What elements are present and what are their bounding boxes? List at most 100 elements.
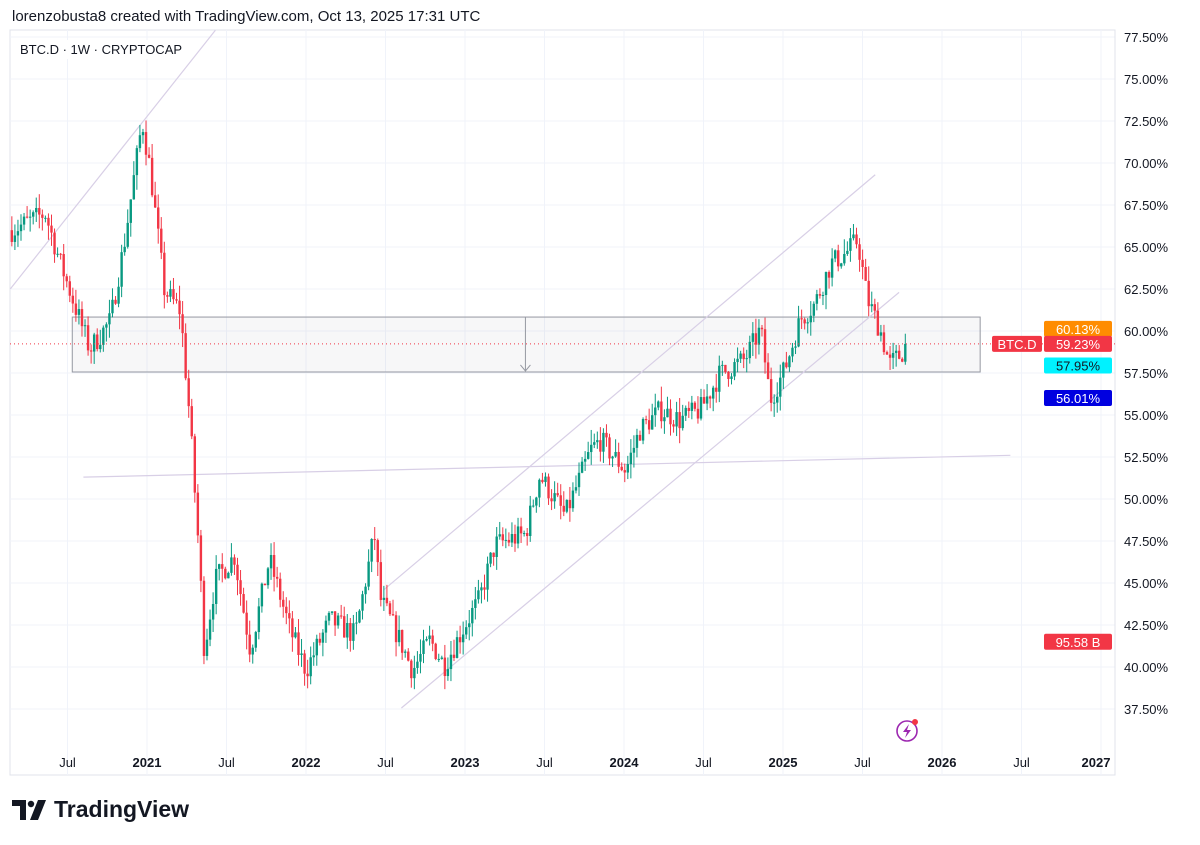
candle bbox=[373, 539, 376, 541]
candle bbox=[163, 252, 166, 296]
candle bbox=[693, 402, 697, 409]
price-tag-value: 95.58 B bbox=[1056, 635, 1101, 650]
candle bbox=[480, 587, 483, 591]
candle bbox=[62, 254, 65, 277]
candle bbox=[568, 499, 572, 509]
candle bbox=[708, 396, 712, 399]
candle bbox=[776, 396, 779, 403]
price-tag bbox=[1044, 320, 1112, 337]
candle bbox=[477, 590, 480, 600]
price-tag bbox=[1044, 390, 1112, 407]
candle bbox=[105, 324, 108, 328]
candle bbox=[818, 294, 822, 296]
candle bbox=[748, 341, 751, 359]
y-tick-label: 70.00% bbox=[1124, 156, 1169, 171]
candle bbox=[757, 327, 761, 345]
candle bbox=[157, 207, 160, 229]
candle bbox=[187, 378, 190, 407]
candle bbox=[410, 660, 413, 679]
candle bbox=[846, 250, 849, 254]
candle bbox=[83, 325, 87, 327]
candle bbox=[833, 250, 837, 259]
candle bbox=[830, 258, 834, 278]
candle bbox=[760, 327, 764, 330]
y-tick-label: 42.50% bbox=[1124, 618, 1169, 633]
candle bbox=[135, 148, 139, 176]
candle bbox=[687, 407, 690, 411]
candle bbox=[74, 303, 78, 315]
candle bbox=[782, 362, 785, 378]
candle bbox=[806, 322, 809, 324]
x-tick-label: Jul bbox=[59, 755, 76, 770]
y-tick-label: 75.00% bbox=[1124, 72, 1169, 87]
candle bbox=[468, 623, 471, 628]
candle bbox=[266, 568, 270, 586]
candle bbox=[257, 606, 261, 633]
candle bbox=[766, 362, 770, 380]
candle bbox=[556, 493, 559, 496]
candle bbox=[65, 276, 68, 282]
candle bbox=[638, 434, 642, 441]
price-tag bbox=[1044, 633, 1112, 650]
candle bbox=[294, 632, 297, 638]
candle bbox=[894, 350, 898, 353]
candle bbox=[635, 434, 639, 448]
candle bbox=[614, 451, 617, 457]
candle bbox=[550, 498, 553, 502]
candle bbox=[599, 440, 602, 452]
price-chart[interactable]: 77.50% 75.00% 72.50% 70.00% 67.50% 65.00% 62.5… bbox=[0, 0, 1200, 790]
candle bbox=[632, 447, 636, 453]
trend-line-early-trend bbox=[9, 29, 216, 290]
candle bbox=[684, 407, 687, 416]
candle bbox=[474, 599, 477, 608]
candle bbox=[583, 458, 587, 462]
candle bbox=[486, 563, 489, 590]
candle bbox=[663, 417, 666, 422]
candle bbox=[519, 526, 523, 534]
candle bbox=[422, 640, 425, 654]
candle bbox=[879, 332, 883, 336]
candle bbox=[629, 452, 633, 465]
candle bbox=[44, 217, 47, 219]
trend-line-channel-lower bbox=[401, 291, 900, 709]
candle bbox=[10, 230, 14, 242]
candle bbox=[464, 627, 468, 635]
tradingview-logo[interactable]: TradingView bbox=[12, 796, 189, 823]
plot-frame bbox=[9, 29, 1116, 776]
candle bbox=[821, 295, 825, 297]
candle bbox=[724, 364, 727, 372]
lightning-icon[interactable] bbox=[896, 719, 918, 742]
candle bbox=[824, 272, 828, 296]
candle bbox=[800, 318, 803, 320]
candle bbox=[47, 217, 50, 226]
candle bbox=[123, 246, 126, 253]
candle bbox=[901, 358, 904, 362]
candle bbox=[455, 637, 459, 658]
candle bbox=[885, 352, 889, 355]
candle bbox=[138, 135, 142, 149]
candle bbox=[657, 401, 660, 408]
candle bbox=[248, 634, 251, 655]
x-tick-label: Jul bbox=[536, 755, 553, 770]
symbol-tag bbox=[992, 335, 1042, 352]
candle bbox=[333, 611, 337, 626]
y-tick-label: 40.00% bbox=[1124, 660, 1169, 675]
candle bbox=[769, 379, 773, 403]
candle bbox=[504, 539, 508, 541]
x-tick-label: 2023 bbox=[451, 755, 480, 770]
x-tick-label: Jul bbox=[854, 755, 871, 770]
candle bbox=[644, 419, 648, 421]
candle bbox=[763, 329, 767, 363]
candle bbox=[651, 415, 654, 430]
candle bbox=[352, 623, 355, 641]
candle bbox=[428, 635, 431, 639]
candle bbox=[53, 232, 56, 255]
candle bbox=[522, 533, 526, 535]
candle bbox=[324, 620, 328, 633]
x-tick-label: Jul bbox=[695, 755, 712, 770]
candle bbox=[702, 397, 706, 404]
candle bbox=[864, 267, 867, 281]
candle bbox=[196, 492, 200, 536]
candle bbox=[660, 401, 663, 422]
